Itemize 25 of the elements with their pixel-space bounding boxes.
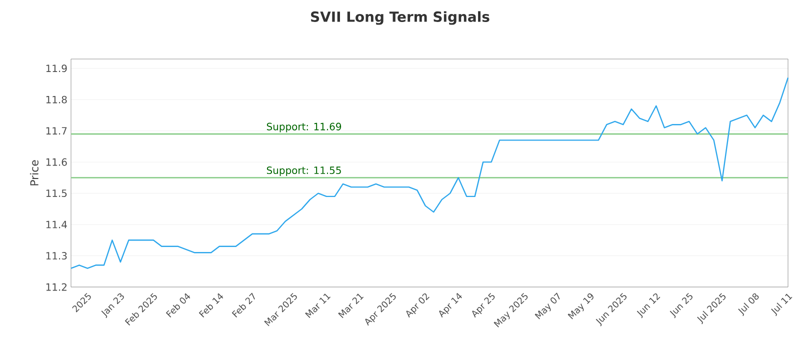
x-tick-label: Mar 11 bbox=[305, 294, 331, 318]
x-tick-label: Jun 12 bbox=[636, 293, 660, 318]
x-tick-label: Apr 02 bbox=[406, 293, 430, 318]
chart-title: SVII Long Term Signals bbox=[311, 11, 490, 25]
y-tick-label: 11.2 bbox=[46, 283, 66, 291]
x-tick-label: Jul 08 bbox=[738, 293, 759, 316]
y-tick-label: 11.7 bbox=[46, 127, 67, 134]
x-tick-label: Jul 11 bbox=[771, 294, 792, 316]
x-tick-label: Jan 23 bbox=[101, 293, 124, 318]
y-tick-label: 11.3 bbox=[46, 252, 67, 260]
x-tick-label: Feb 27 bbox=[232, 292, 255, 318]
y-tick-label: 11.8 bbox=[46, 96, 67, 104]
x-tick-label: Feb 14 bbox=[198, 293, 224, 318]
ref-line-label: Support: 11.55 bbox=[266, 166, 341, 176]
x-tick-label: Jun 25 bbox=[670, 292, 692, 318]
y-tick-label: 11.5 bbox=[46, 190, 67, 198]
x-tick-label: Mar 21 bbox=[338, 294, 364, 318]
y-tick-label: 11.4 bbox=[46, 220, 67, 228]
x-tick-label: Feb 04 bbox=[166, 293, 190, 318]
y-tick-label: 11.6 bbox=[46, 158, 67, 166]
x-tick-label: Apr 25 bbox=[472, 292, 495, 318]
ref-line-label: Support: 11.69 bbox=[266, 122, 342, 132]
y-axis-title: Price bbox=[30, 160, 38, 186]
y-tick-label: 11.9 bbox=[46, 64, 67, 72]
x-tick-label: Apr 14 bbox=[439, 293, 462, 318]
